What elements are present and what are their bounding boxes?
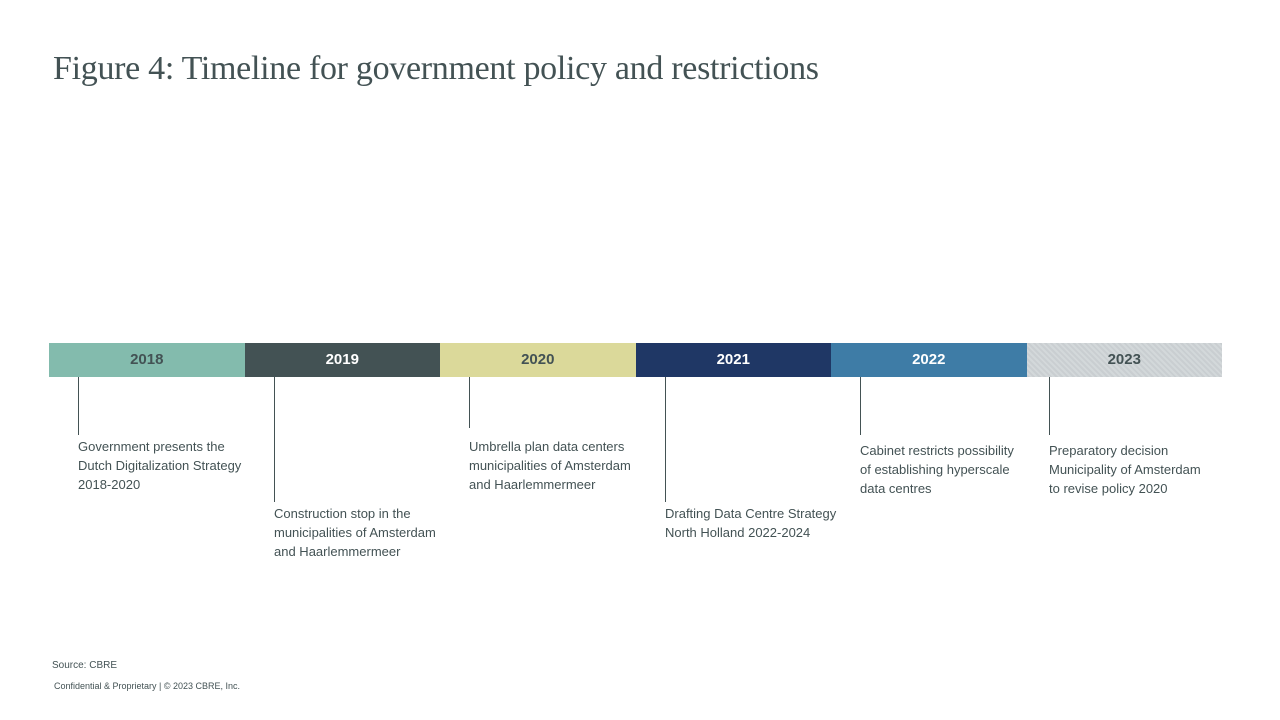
year-segment-2019: 2019 (244, 343, 440, 377)
year-segment-2018: 2018 (49, 343, 245, 377)
connector-line-2018 (78, 377, 79, 435)
event-text-2021: Drafting Data Centre Strategy North Holl… (665, 506, 837, 540)
connector-line-2020 (469, 377, 470, 428)
connector-line-2023 (1049, 377, 1050, 435)
source-note: Source: CBRE (52, 660, 118, 671)
year-segment-2023: 2023 (1026, 343, 1222, 377)
year-segment-2021: 2021 (635, 343, 831, 377)
event-text-2018: Government presents the Dutch Digitaliza… (78, 439, 242, 492)
year-segment-2022: 2022 (831, 343, 1027, 377)
confidential-footer: Confidential & Proprietary | © 2023 CBRE… (54, 681, 241, 691)
page-title: Figure 4: Timeline for government policy… (53, 50, 819, 87)
connector-line-2021 (665, 377, 666, 502)
connector-line-2022 (860, 377, 861, 435)
event-text-2019: Construction stop in the municipalities … (274, 506, 436, 559)
event-text-2023: Preparatory decision Municipality of Ams… (1049, 443, 1201, 496)
connector-line-2019 (274, 377, 275, 502)
event-text-2022: Cabinet restricts possibility of establi… (860, 443, 1014, 496)
event-text-2020: Umbrella plan data centers municipalitie… (469, 439, 631, 492)
timeline-bar: 2018 2019 2020 2021 2022 2023 (49, 343, 1222, 377)
year-segment-2020: 2020 (440, 343, 636, 377)
